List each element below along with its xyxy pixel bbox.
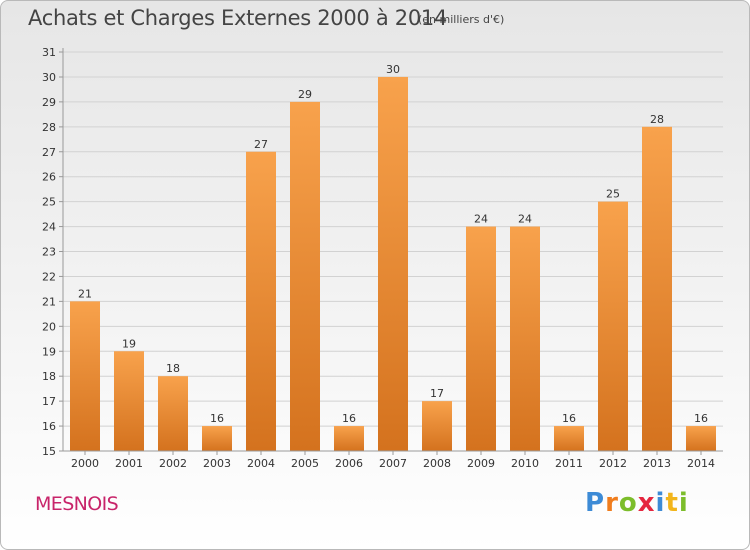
data-label: 30 — [386, 63, 400, 76]
x-tick-label: 2003 — [203, 457, 231, 470]
logo-letter: P — [585, 488, 606, 518]
x-tick-label: 2005 — [291, 457, 319, 470]
y-tick-label: 19 — [42, 345, 56, 358]
bar — [422, 401, 452, 451]
x-tick-label: 2001 — [115, 457, 143, 470]
bar — [378, 76, 408, 451]
data-label: 16 — [342, 412, 356, 425]
y-tick-label: 31 — [42, 46, 56, 59]
y-tick-label: 18 — [42, 370, 56, 383]
bar — [554, 426, 584, 451]
data-label: 27 — [254, 138, 268, 151]
y-tick-label: 15 — [42, 445, 56, 458]
chart-subtitle: (en milliers d'€) — [418, 13, 505, 26]
y-tick-label: 26 — [42, 171, 56, 184]
data-label: 21 — [78, 287, 92, 300]
x-tick-label: 2014 — [687, 457, 715, 470]
y-tick-label: 28 — [42, 121, 56, 134]
bar — [114, 351, 144, 451]
y-tick-label: 25 — [42, 196, 56, 209]
x-tick-label: 2007 — [379, 457, 407, 470]
data-label: 16 — [562, 412, 576, 425]
bar — [290, 101, 320, 451]
data-label: 18 — [166, 362, 180, 375]
data-label: 24 — [474, 213, 488, 226]
x-tick-label: 2000 — [71, 457, 99, 470]
bar — [686, 426, 716, 451]
data-label: 28 — [650, 113, 664, 126]
bar — [466, 226, 496, 451]
bar — [510, 226, 540, 451]
chart-title: Achats et Charges Externes 2000 à 2014 — [28, 6, 448, 30]
y-tick-label: 30 — [42, 71, 56, 84]
data-label: 16 — [694, 412, 708, 425]
logo-letter: i — [678, 488, 689, 518]
x-tick-label: 2008 — [423, 457, 451, 470]
data-label: 19 — [122, 337, 136, 350]
y-tick-label: 22 — [42, 270, 56, 283]
y-tick-label: 24 — [42, 221, 56, 234]
logo-letter: r — [605, 488, 619, 518]
bar — [334, 426, 364, 451]
x-tick-label: 2013 — [643, 457, 671, 470]
y-tick-label: 29 — [42, 96, 56, 109]
x-tick-label: 2011 — [555, 457, 583, 470]
bar — [202, 426, 232, 451]
x-tick-label: 2012 — [599, 457, 627, 470]
logo-letter: x — [637, 488, 656, 518]
y-tick-label: 16 — [42, 420, 56, 433]
data-label: 17 — [430, 387, 444, 400]
y-tick-label: 21 — [42, 295, 56, 308]
bar — [642, 126, 672, 451]
logo-letter: i — [655, 488, 666, 518]
data-label: 16 — [210, 412, 224, 425]
data-label: 24 — [518, 213, 532, 226]
x-tick-label: 2010 — [511, 457, 539, 470]
x-tick-label: 2009 — [467, 457, 495, 470]
y-tick-label: 17 — [42, 395, 56, 408]
proxiti-logo: Proxiti — [585, 488, 689, 518]
logo-letter: o — [618, 488, 638, 518]
y-tick-label: 20 — [42, 320, 56, 333]
logo-letter: t — [665, 488, 679, 518]
bar — [158, 376, 188, 451]
x-tick-label: 2002 — [159, 457, 187, 470]
bar — [598, 201, 628, 451]
y-tick-label: 23 — [42, 246, 56, 259]
y-tick-label: 27 — [42, 146, 56, 159]
commune-name: MESNOIS — [35, 493, 119, 515]
x-tick-label: 2004 — [247, 457, 275, 470]
bar — [246, 151, 276, 451]
data-label: 29 — [298, 88, 312, 101]
data-label: 25 — [606, 188, 620, 201]
bar — [70, 301, 100, 451]
x-tick-label: 2006 — [335, 457, 363, 470]
